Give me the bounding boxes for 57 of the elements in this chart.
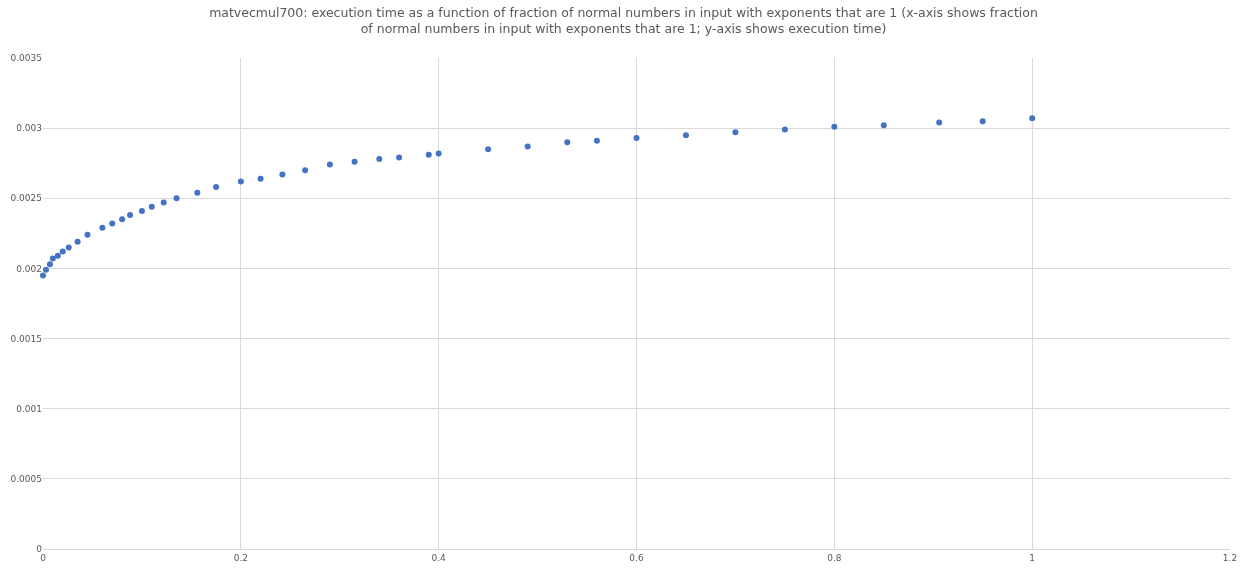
point [425, 151, 432, 158]
point [138, 207, 145, 214]
point [160, 199, 167, 206]
point [173, 195, 180, 202]
point [936, 119, 943, 126]
point [396, 154, 403, 161]
point [40, 272, 46, 279]
y-tick-label: 0.0015 [10, 333, 42, 344]
point [109, 220, 116, 227]
point [46, 261, 53, 268]
x-tick-label: 1.2 [1222, 552, 1238, 563]
point [194, 189, 201, 196]
x-tick-label: 1 [1029, 552, 1036, 563]
y-tick-label: 0.0025 [10, 193, 42, 204]
y-tick-label: 0.0005 [10, 474, 42, 485]
point [435, 150, 442, 157]
chart-title: matvecmul700: execution time as a function of fraction of normal numbers in input with exponents that are 1 (x-axis shows fraction of normal numbers in input with exponents that are 1; y-axis shows execution time) [209, 5, 1038, 37]
point [485, 146, 492, 153]
point [1029, 115, 1036, 122]
point [74, 238, 81, 245]
point [279, 171, 286, 178]
point [732, 129, 739, 136]
point [213, 184, 220, 191]
point [633, 134, 640, 141]
point [880, 122, 887, 129]
point [302, 167, 309, 174]
x-tick-label: 0.6 [629, 552, 644, 563]
point [237, 178, 244, 185]
y-tick-label: 0.001 [16, 403, 42, 414]
point [84, 231, 91, 238]
point [49, 255, 56, 262]
point [148, 203, 155, 210]
point [257, 175, 264, 182]
point [376, 156, 383, 163]
point [119, 216, 126, 223]
x-tick-label: 0.8 [827, 552, 842, 563]
point [593, 137, 600, 144]
point [564, 139, 571, 146]
x-tick-label: 0.4 [431, 552, 447, 563]
point [127, 212, 134, 219]
point [781, 126, 788, 133]
point [351, 158, 358, 165]
point [99, 224, 106, 231]
point [65, 244, 72, 251]
point [42, 266, 49, 273]
x-tick-label: 0.2 [233, 552, 248, 563]
point [524, 143, 531, 150]
point [979, 118, 986, 125]
y-tick-label: 0.002 [16, 263, 42, 274]
y-tick-label: 0.003 [16, 123, 42, 134]
point [59, 248, 66, 255]
point [54, 252, 61, 259]
point [326, 161, 333, 168]
point [682, 132, 689, 139]
point [831, 123, 838, 130]
y-tick-label: 0.0035 [10, 53, 42, 64]
y-tick-label: 0 [36, 544, 43, 555]
